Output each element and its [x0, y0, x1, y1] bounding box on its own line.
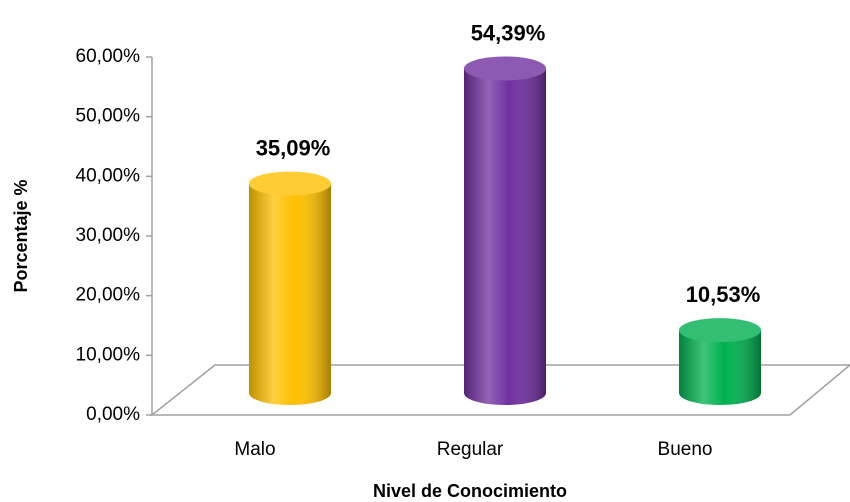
value-label: 35,09% — [256, 135, 331, 160]
bar-top — [249, 171, 331, 196]
bar-shade — [464, 68, 546, 406]
x-tick-label: Regular — [437, 439, 504, 460]
y-tick-label: 10,00% — [76, 344, 141, 365]
y-axis-title: Porcentaje % — [11, 179, 31, 292]
y-tick-label: 50,00% — [76, 106, 141, 127]
y-tick-label: 0,00% — [86, 404, 140, 425]
x-tick-label: Bueno — [658, 439, 713, 460]
bar-shade — [249, 183, 331, 405]
x-axis-title: Nivel de Conocimiento — [373, 481, 567, 501]
bar-shade — [679, 330, 761, 405]
y-tick-label: 60,00% — [76, 46, 141, 67]
bar-top-shade — [679, 318, 761, 343]
bar-top — [679, 318, 761, 343]
bar-top-shade — [249, 171, 331, 196]
y-tick-label: 30,00% — [76, 225, 141, 246]
y-tick-label: 20,00% — [76, 285, 141, 306]
value-label: 54,39% — [471, 20, 546, 45]
floor — [149, 364, 850, 416]
value-label: 10,53% — [686, 282, 761, 307]
bar-top — [464, 56, 546, 81]
y-tick-label: 40,00% — [76, 165, 141, 186]
x-tick-label: Malo — [234, 439, 275, 460]
bar-top-shade — [464, 56, 546, 81]
